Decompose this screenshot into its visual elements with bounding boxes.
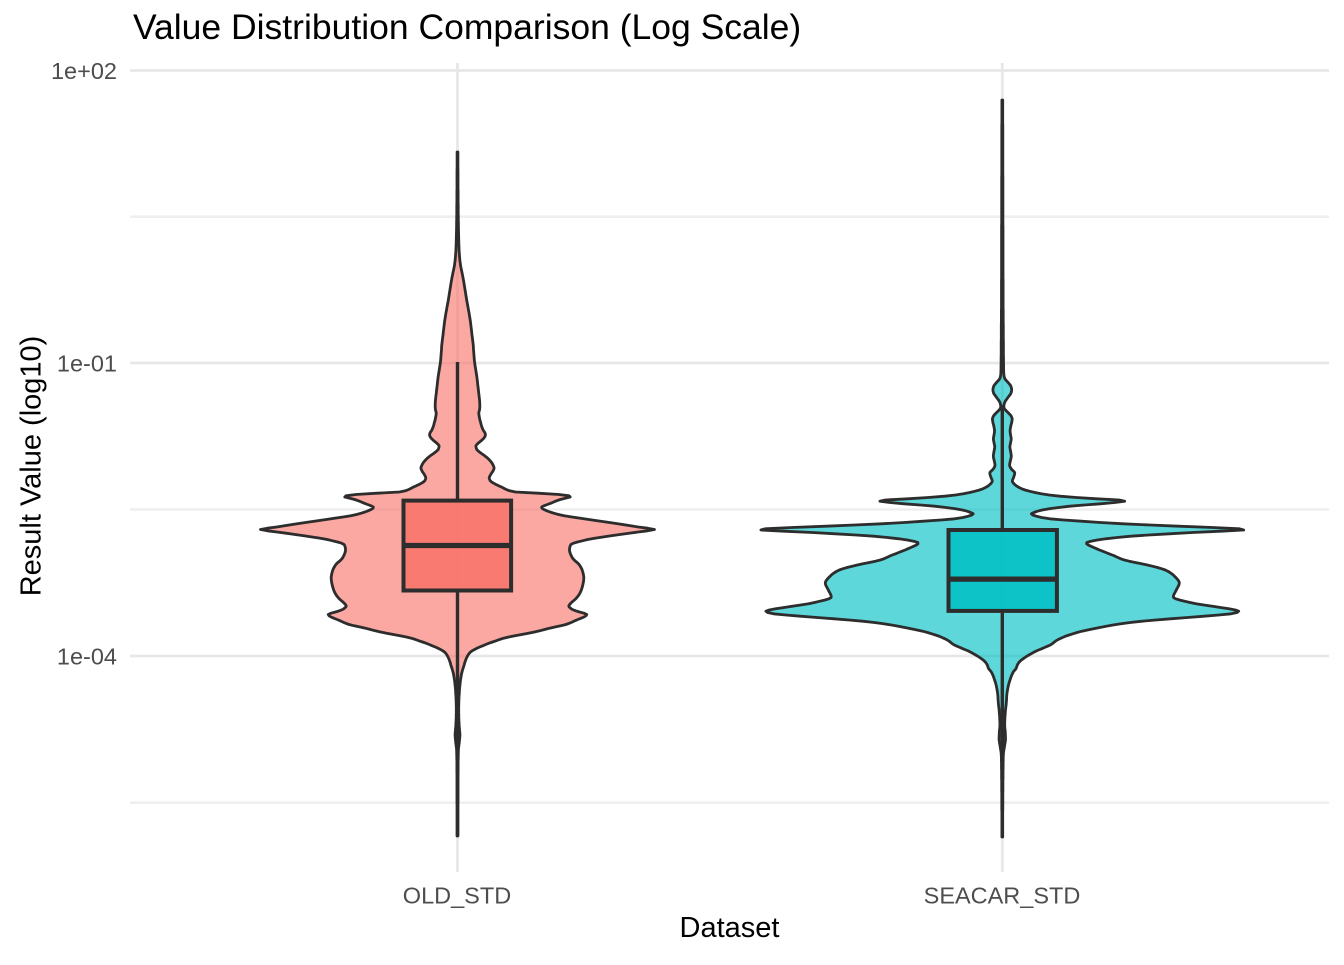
svg-text:Dataset: Dataset: [680, 912, 780, 944]
svg-text:1e-01: 1e-01: [57, 350, 117, 376]
svg-text:Result Value (log10): Result Value (log10): [16, 336, 48, 597]
svg-text:SEACAR_STD: SEACAR_STD: [924, 883, 1081, 909]
svg-text:OLD_STD: OLD_STD: [403, 883, 511, 909]
svg-text:1e-04: 1e-04: [57, 643, 117, 669]
svg-text:1e+02: 1e+02: [51, 58, 117, 84]
svg-text:Value Distribution Comparison: Value Distribution Comparison (Log Scale…: [133, 7, 801, 47]
